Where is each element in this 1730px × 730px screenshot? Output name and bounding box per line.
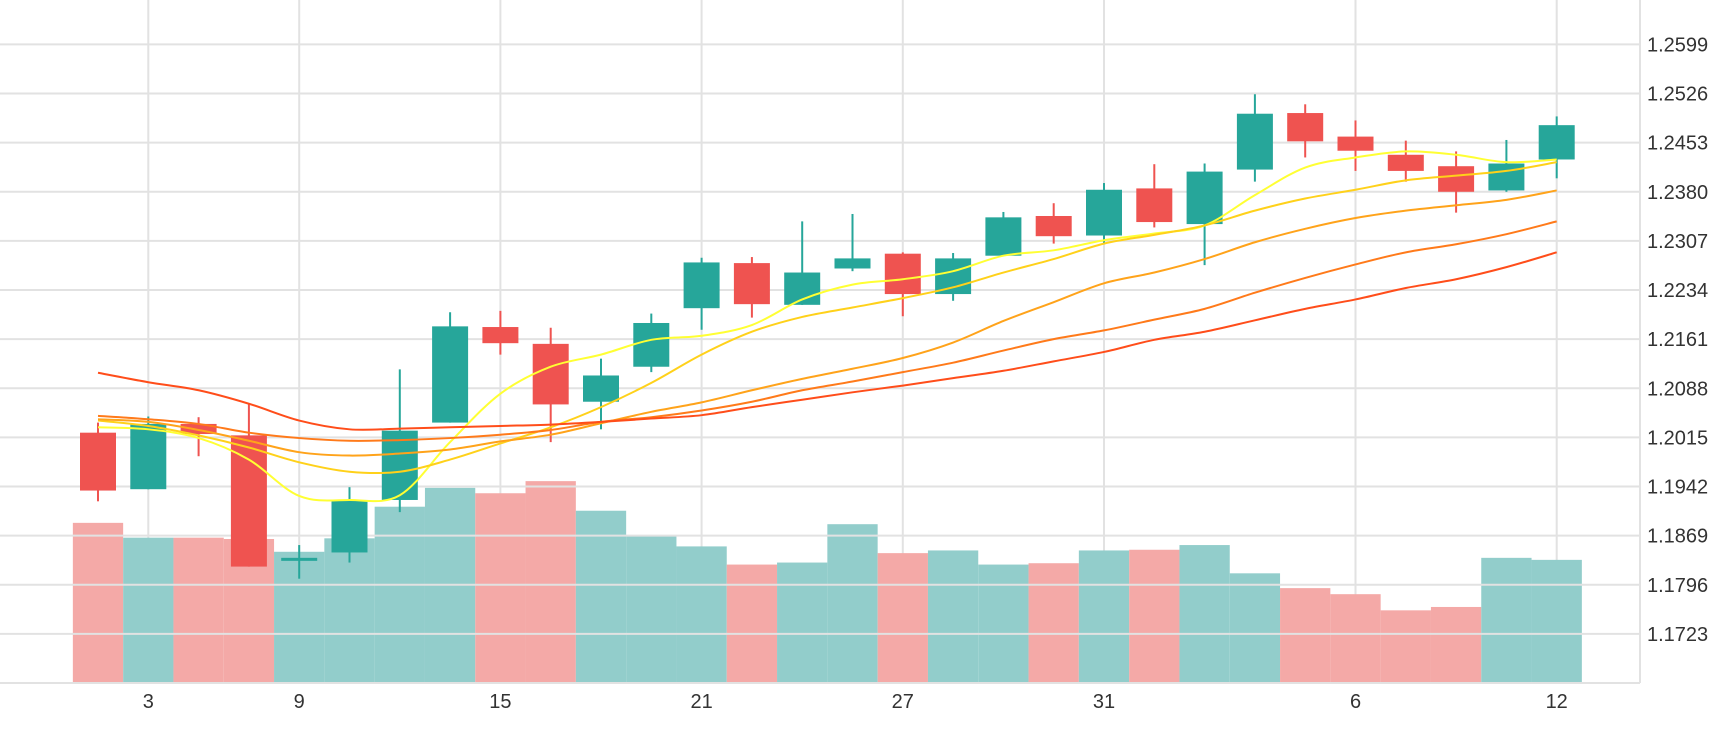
y-tick-label: 1.1942: [1647, 477, 1708, 499]
volume-bar: [374, 506, 425, 683]
candle-body: [432, 326, 469, 423]
moving-average-line: [97, 251, 1557, 431]
volume-bar: [1229, 573, 1281, 683]
candle-body: [683, 262, 720, 309]
volume-bar: [1481, 557, 1532, 683]
y-tick-label: 1.1869: [1647, 526, 1708, 548]
candle-body: [130, 423, 167, 490]
moving-average-line: [97, 150, 1557, 503]
grid-lines-horizontal: [0, 43, 1640, 635]
candle-body: [331, 499, 368, 553]
volume-bar: [1028, 563, 1079, 683]
y-tick-label: 1.2015: [1647, 427, 1708, 449]
moving-average-line: [97, 161, 1557, 475]
volume-bar: [978, 564, 1029, 683]
y-tick-label: 1.2088: [1647, 378, 1708, 400]
candle-body: [834, 258, 871, 269]
moving-average-line: [97, 220, 1557, 442]
volume-bar: [877, 553, 928, 683]
volume-bar: [1078, 550, 1130, 683]
moving-average-lines: [97, 150, 1557, 503]
volume-bar: [1330, 594, 1381, 683]
volume-bar: [626, 534, 677, 683]
volume-bar: [525, 481, 576, 683]
volume-bar: [777, 562, 828, 683]
volume-bar: [475, 493, 526, 683]
candle-body: [1136, 188, 1173, 223]
y-tick-label: 1.2234: [1647, 280, 1708, 302]
candle-body: [381, 430, 418, 500]
candle-body: [532, 343, 569, 405]
candle-body: [1387, 154, 1424, 171]
x-tick-label: 31: [1093, 691, 1115, 713]
candle-body: [230, 435, 267, 567]
candle-body: [733, 263, 770, 305]
y-tick-label: 1.2380: [1647, 182, 1708, 204]
candle-body: [633, 322, 670, 367]
volume-bar: [575, 510, 627, 683]
candle-body: [281, 557, 318, 561]
candles: [80, 94, 1575, 579]
x-tick-label: 6: [1350, 691, 1361, 713]
volume-bar: [1129, 549, 1180, 683]
x-tick-label: 27: [892, 691, 914, 713]
volume-bar: [1179, 545, 1230, 683]
candle-body: [1287, 113, 1324, 142]
x-axis: 3 9 15 21 27 31 6 12: [0, 682, 1640, 713]
y-tick-label: 1.1723: [1647, 624, 1708, 646]
y-tick-label: 1.2526: [1647, 84, 1708, 106]
volume-bar: [927, 550, 979, 683]
y-tick-label: 1.2453: [1647, 133, 1708, 155]
moving-average-line: [97, 189, 1557, 457]
candle-body: [482, 327, 519, 344]
volume-bar: [1280, 588, 1331, 683]
y-tick-label: 1.1796: [1647, 575, 1708, 597]
volume-bar: [726, 564, 778, 683]
y-tick-label: 1.2307: [1647, 231, 1708, 253]
candle-body: [1337, 136, 1374, 151]
volume-bar: [676, 546, 727, 683]
candle-body: [1488, 163, 1525, 191]
volume-bar: [1531, 559, 1582, 683]
x-tick-label: 9: [294, 691, 305, 713]
candle-body: [884, 253, 921, 295]
x-tick-label: 12: [1546, 691, 1568, 713]
volume-bar: [827, 524, 878, 683]
volume-bar: [123, 537, 174, 683]
volume-bar: [1430, 606, 1482, 683]
volume-bar: [173, 537, 224, 683]
x-tick-label: 3: [143, 691, 154, 713]
candle-body: [985, 217, 1022, 256]
candle-body: [935, 258, 972, 295]
x-tick-label: 21: [690, 691, 712, 713]
candle-body: [583, 375, 619, 402]
candle-body: [1086, 189, 1122, 236]
candle-body: [1186, 171, 1223, 225]
candle-body: [1236, 113, 1273, 170]
candle-body: [1438, 166, 1475, 192]
volume-bar: [1380, 610, 1431, 683]
y-tick-label: 1.2599: [1647, 34, 1708, 56]
y-tick-label: 1.2161: [1647, 329, 1708, 351]
y-axis: 1.2599 1.2526 1.2453 1.2380 1.2307 1.2234 1.21…: [1639, 0, 1708, 683]
candle-body: [1538, 125, 1575, 160]
x-tick-label: 15: [489, 691, 511, 713]
candle-body: [1035, 216, 1072, 237]
volume-bars: [72, 481, 1582, 683]
volume-bar: [72, 522, 124, 683]
candle-body: [80, 432, 116, 491]
